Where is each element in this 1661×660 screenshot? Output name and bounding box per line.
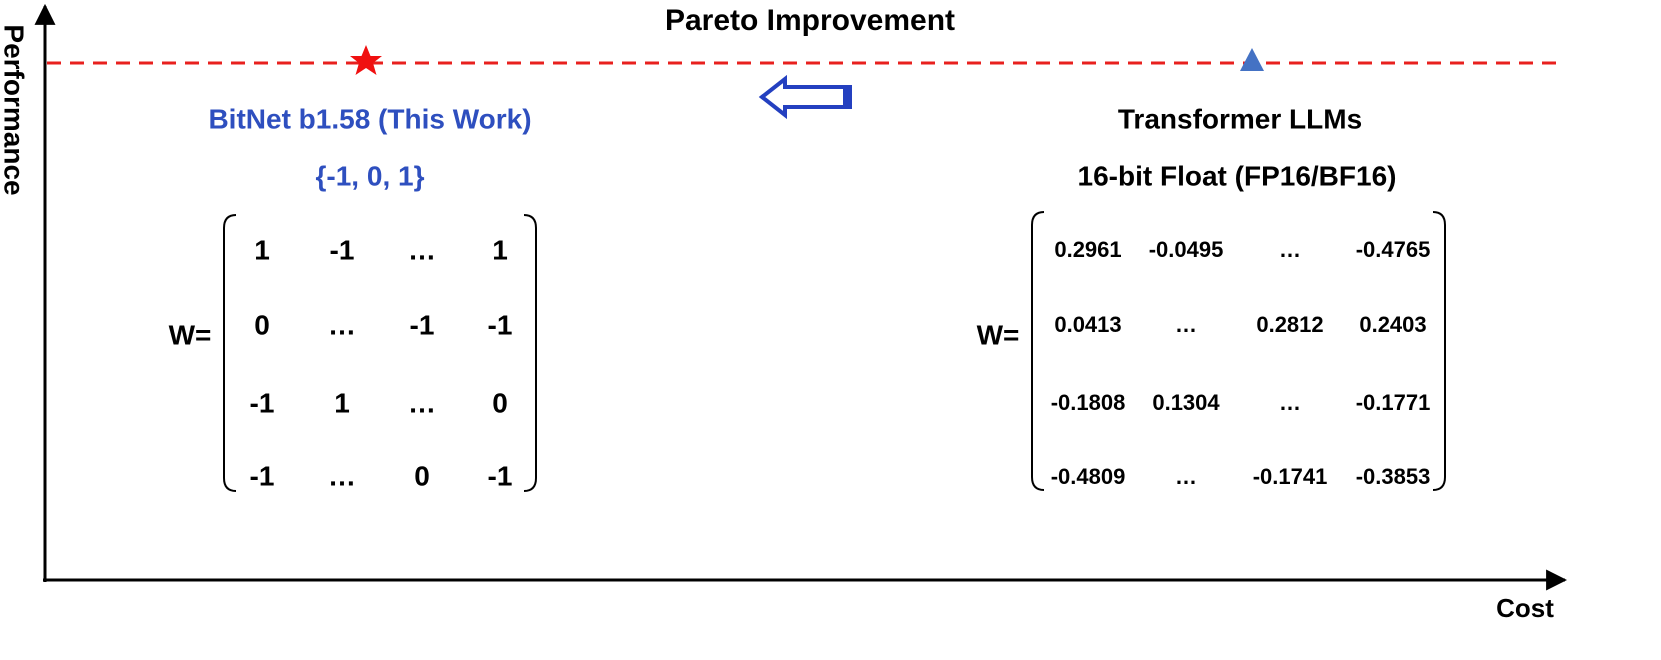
matrix-entry: -0.1808 (1051, 390, 1126, 415)
matrix-entry: 0.1304 (1152, 390, 1220, 415)
right-subtitle: 16-bit Float (FP16/BF16) (1078, 160, 1397, 191)
matrix-entry: 1 (492, 234, 508, 265)
left-name: BitNet b1.58 (This Work) (208, 103, 531, 134)
matrix-entry: … (408, 387, 436, 418)
bracket (1432, 211, 1446, 491)
matrix-entry: 0.2961 (1054, 237, 1121, 262)
matrix-entry: 0.2812 (1256, 312, 1323, 337)
matrix-entry: 1 (334, 387, 350, 418)
left-matrix-label: W= (169, 319, 212, 350)
star-marker (350, 45, 382, 75)
matrix-entry: -1 (488, 460, 513, 491)
arrow-left (758, 74, 852, 120)
y-axis-label: Performance (0, 24, 30, 195)
matrix-entry: -0.1741 (1253, 464, 1328, 489)
matrix-entry: 0 (414, 460, 430, 491)
arrow-tail (843, 87, 851, 107)
x-axis-label: Cost (1496, 593, 1554, 623)
matrix-entry: -1 (330, 234, 355, 265)
matrix-entry: 0.0413 (1054, 312, 1121, 337)
matrix-entry: -0.4765 (1356, 237, 1431, 262)
matrix-entry: -1 (488, 309, 513, 340)
matrix-entry: … (328, 460, 356, 491)
matrix-entry: … (1279, 390, 1301, 415)
right-matrix-label: W= (977, 319, 1020, 350)
bracket (523, 214, 537, 492)
matrix-entry: -0.3853 (1356, 464, 1431, 489)
matrix-entry: … (408, 234, 436, 265)
matrix-entry: -0.1771 (1356, 390, 1431, 415)
title: Pareto Improvement (665, 4, 955, 37)
matrix-entry: 0.2403 (1359, 312, 1426, 337)
matrix-entry: -1 (250, 460, 275, 491)
bracket (223, 214, 237, 492)
matrix-entry: … (1279, 237, 1301, 262)
matrix-entry: -1 (250, 387, 275, 418)
matrix-entry: -1 (410, 309, 435, 340)
triangle-marker (1240, 48, 1264, 71)
bracket (1031, 211, 1045, 491)
matrix-entry: … (328, 309, 356, 340)
matrix-entry: 1 (254, 234, 270, 265)
left-subtitle: {-1, 0, 1} (316, 160, 425, 191)
matrix-entry: 0 (254, 309, 270, 340)
matrix-entry: 0 (492, 387, 508, 418)
matrix-entry: -0.4809 (1051, 464, 1126, 489)
matrix-entry: … (1175, 464, 1197, 489)
right-name: Transformer LLMs (1118, 103, 1362, 134)
matrix-entry: -0.0495 (1149, 237, 1224, 262)
matrix-entry: … (1175, 312, 1197, 337)
